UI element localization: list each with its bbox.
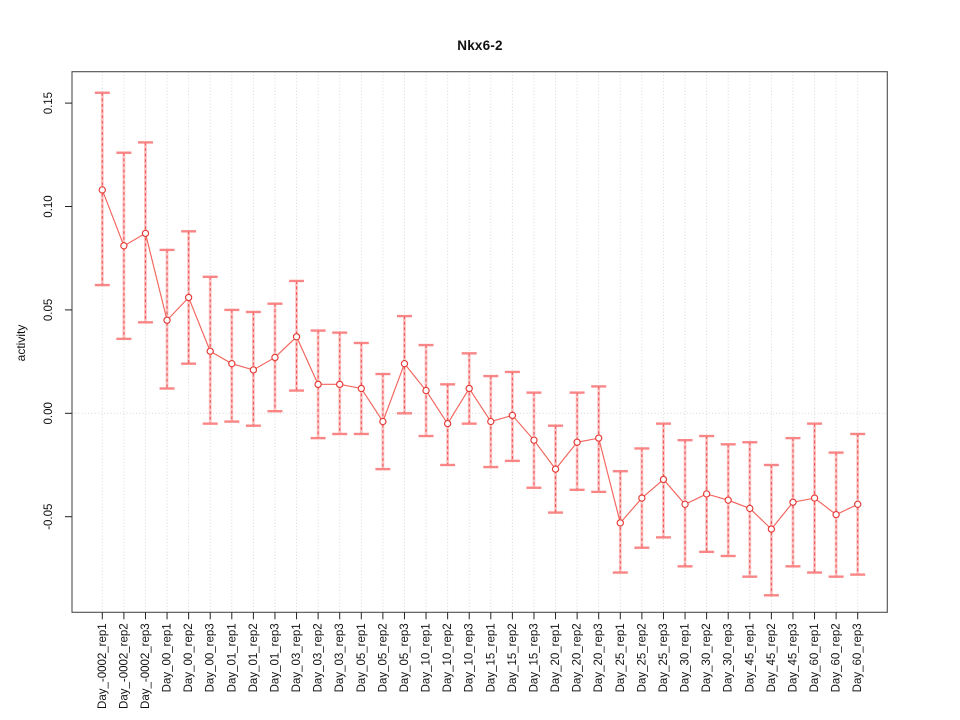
data-point-marker (487, 417, 495, 426)
series-line (101, 189, 858, 530)
data-point-marker (400, 359, 409, 368)
data-point-marker (573, 438, 581, 446)
x-tick-label: Day_15_rep2 (507, 623, 519, 692)
y-tick-label: 0.05 (43, 299, 55, 321)
data-point-marker (141, 229, 150, 238)
y-tick-label: -0.05 (43, 504, 55, 530)
data-point-marker (314, 380, 322, 389)
x-tick-label: Day_03_rep1 (291, 623, 303, 692)
x-tick-label: Day_01_rep1 (226, 623, 238, 692)
data-point-marker (746, 504, 754, 513)
x-tick-label: Day_45_rep2 (766, 623, 778, 692)
x-tick-label: Day_10_rep3 (464, 623, 476, 692)
y-tick-label: 0.15 (43, 92, 55, 114)
data-point-marker (120, 242, 128, 250)
data-point-marker (292, 333, 301, 341)
data-point-marker (832, 510, 840, 519)
x-tick-label: Day_05_rep2 (377, 623, 389, 692)
x-tick-label: Day_30_rep2 (701, 623, 713, 692)
x-tick-label: Day_10_rep2 (442, 623, 454, 692)
x-tick-label: Day_15_rep1 (485, 623, 497, 692)
data-point-marker (810, 494, 819, 502)
x-tick-label: Day_03_rep2 (313, 623, 325, 692)
y-tick-label: 0.00 (43, 402, 55, 424)
x-tick-label: Day_25_rep3 (658, 623, 670, 692)
data-point-marker (681, 500, 689, 508)
data-point-marker (336, 380, 344, 389)
plot-border (71, 71, 888, 613)
x-tick-label: Day_15_rep3 (528, 623, 540, 692)
x-tick-label: Day_30_rep3 (723, 623, 735, 692)
x-tick-label: Day_45_rep3 (787, 623, 799, 692)
x-tick-label: Day_60_rep3 (852, 623, 864, 692)
x-tick-label: Day_60_rep2 (831, 623, 843, 692)
data-point-marker (789, 498, 797, 506)
x-tick-label: Day_00_rep1 (162, 623, 174, 692)
x-tick-label: Day_05_rep1 (356, 623, 368, 692)
data-point-marker (724, 496, 732, 504)
data-point-marker (422, 386, 430, 395)
data-point-marker (271, 353, 279, 362)
x-tick-label: Day_01_rep3 (269, 623, 281, 692)
x-tick-label: Day_-0002_rep2 (118, 623, 130, 709)
x-tick-label: Day_45_rep1 (744, 623, 756, 692)
x-tick-label: Day_05_rep3 (399, 623, 411, 692)
data-point-marker (98, 186, 106, 194)
data-point-marker (443, 419, 452, 428)
data-point-marker (530, 436, 538, 444)
data-point-marker (357, 384, 365, 393)
x-tick-label: Day_00_rep2 (183, 623, 195, 692)
data-point-marker (767, 525, 776, 533)
x-tick-label: Day_10_rep1 (421, 623, 433, 692)
x-tick-label: Day_01_rep2 (248, 623, 260, 692)
chart-title: Nkx6-2 (457, 38, 503, 53)
data-point-marker (465, 384, 473, 393)
data-point-marker (163, 316, 171, 324)
y-tick-label: 0.10 (43, 195, 55, 217)
data-point-marker (379, 417, 387, 426)
data-point-marker (249, 366, 258, 374)
x-tick-label: Day_25_rep2 (636, 623, 648, 692)
data-point-marker (616, 519, 624, 527)
x-tick-label: Day_30_rep1 (680, 623, 692, 692)
data-point-marker (595, 434, 603, 442)
data-point-marker (659, 475, 668, 484)
data-point-marker (508, 411, 517, 420)
data-point-marker (206, 347, 214, 355)
data-point-marker (184, 293, 193, 302)
data-point-marker (638, 494, 646, 502)
x-tick-label: Day_00_rep3 (205, 623, 217, 692)
x-tick-label: Day_20_rep2 (572, 623, 584, 692)
x-tick-label: Day_25_rep1 (615, 623, 627, 692)
x-tick-label: Day_60_rep1 (809, 623, 821, 692)
x-tick-label: Day_20_rep1 (550, 623, 562, 692)
data-point-marker (228, 359, 236, 368)
data-point-marker (854, 500, 862, 508)
data-point-marker (702, 490, 711, 498)
x-tick-label: Day_03_rep3 (334, 623, 346, 692)
x-tick-label: Day_20_rep3 (593, 623, 605, 692)
x-tick-label: Day_-0002_rep1 (97, 623, 109, 709)
x-tick-label: Day_-0002_rep3 (140, 623, 152, 709)
data-point-marker (551, 465, 560, 473)
